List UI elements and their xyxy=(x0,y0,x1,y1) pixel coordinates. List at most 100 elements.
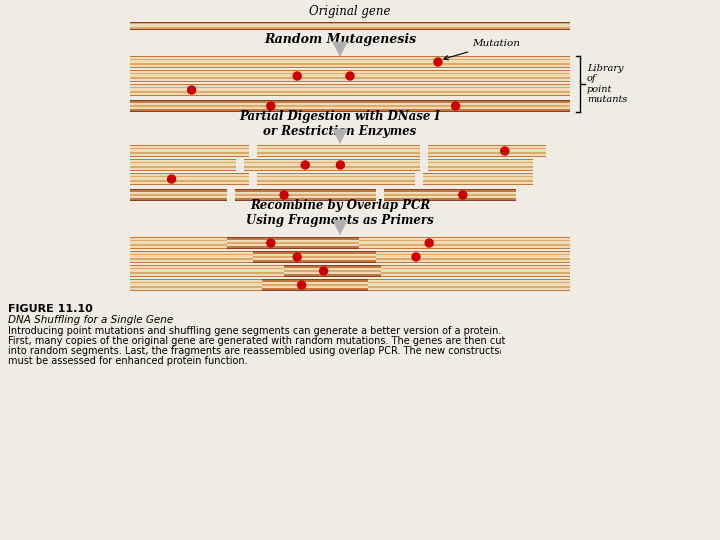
Bar xyxy=(130,178,249,180)
Bar xyxy=(284,266,381,268)
Bar xyxy=(381,268,570,269)
Bar xyxy=(384,197,516,198)
Bar xyxy=(130,60,570,63)
Text: DNA Shuffling for a Single Gene: DNA Shuffling for a Single Gene xyxy=(8,315,174,325)
Bar xyxy=(257,148,420,150)
Circle shape xyxy=(293,253,301,261)
Bar xyxy=(130,23,570,29)
Bar xyxy=(130,273,284,274)
Bar xyxy=(130,156,249,157)
Bar xyxy=(257,152,420,154)
Text: First, many copies of the original gene are generated with random mutations. The: First, many copies of the original gene … xyxy=(8,336,505,346)
Bar xyxy=(130,265,284,277)
Bar xyxy=(227,244,359,246)
Bar xyxy=(377,262,570,263)
Bar xyxy=(130,105,570,107)
Bar xyxy=(235,194,376,197)
Bar xyxy=(130,159,235,171)
Bar xyxy=(130,173,249,174)
Bar xyxy=(130,162,235,164)
Bar xyxy=(253,255,377,258)
Bar xyxy=(428,162,534,164)
Bar xyxy=(130,290,262,291)
Bar xyxy=(130,180,249,181)
Bar xyxy=(130,284,262,286)
Bar xyxy=(130,240,227,241)
Bar xyxy=(257,180,415,181)
Bar xyxy=(130,87,570,89)
Bar xyxy=(428,156,546,157)
Bar xyxy=(130,145,249,157)
Bar xyxy=(243,164,420,166)
Bar xyxy=(130,269,284,273)
Bar xyxy=(130,103,570,105)
Bar xyxy=(235,192,376,194)
Bar xyxy=(130,237,227,249)
Bar xyxy=(384,198,516,200)
Bar xyxy=(235,191,376,192)
Bar xyxy=(130,56,570,68)
Bar xyxy=(130,73,570,75)
Bar xyxy=(130,255,253,259)
Bar xyxy=(359,245,570,246)
Bar xyxy=(130,166,235,167)
Bar xyxy=(130,95,570,96)
Bar xyxy=(428,164,534,166)
Bar xyxy=(130,107,570,109)
Bar xyxy=(130,89,570,91)
Bar xyxy=(243,166,420,167)
Circle shape xyxy=(297,281,305,289)
Bar xyxy=(130,84,570,85)
Bar xyxy=(130,276,284,277)
Bar xyxy=(130,251,253,263)
Bar xyxy=(243,159,420,171)
Bar xyxy=(257,145,420,146)
Bar xyxy=(428,159,534,171)
Bar xyxy=(368,284,570,286)
Bar xyxy=(262,282,368,284)
Bar xyxy=(235,197,376,198)
Bar xyxy=(423,180,534,181)
Bar xyxy=(130,176,249,178)
Bar xyxy=(428,159,534,160)
Circle shape xyxy=(188,86,196,94)
Bar xyxy=(130,109,570,111)
Bar xyxy=(130,75,570,77)
Bar xyxy=(130,24,570,28)
Bar xyxy=(253,251,377,263)
Circle shape xyxy=(168,175,176,183)
Bar xyxy=(130,102,570,103)
Text: FIGURE 11.10: FIGURE 11.10 xyxy=(8,304,93,314)
Bar xyxy=(253,260,377,261)
Circle shape xyxy=(501,147,509,155)
Bar xyxy=(423,176,534,178)
Bar xyxy=(130,67,570,68)
Bar xyxy=(227,246,359,247)
Bar xyxy=(130,63,570,65)
Text: Mutation: Mutation xyxy=(444,39,520,60)
Bar xyxy=(257,184,415,185)
Text: Introducing point mutations and shuffling gene segments can generate a better ve: Introducing point mutations and shufflin… xyxy=(8,326,501,336)
Bar xyxy=(130,173,249,185)
Circle shape xyxy=(267,239,275,247)
Bar xyxy=(428,152,546,154)
Bar xyxy=(130,59,570,60)
Bar xyxy=(368,282,570,284)
Bar xyxy=(253,252,377,254)
Bar xyxy=(130,279,262,291)
Bar xyxy=(130,194,227,197)
Bar xyxy=(227,239,359,240)
Bar xyxy=(130,259,253,260)
Bar xyxy=(262,284,368,286)
Bar xyxy=(377,251,570,252)
Bar xyxy=(130,184,249,185)
Bar xyxy=(284,269,381,272)
Circle shape xyxy=(434,58,442,66)
Bar xyxy=(130,265,284,266)
Bar xyxy=(359,241,570,245)
Bar xyxy=(377,255,570,259)
Bar xyxy=(130,197,227,198)
Bar xyxy=(381,276,570,277)
Bar xyxy=(257,150,420,152)
Bar xyxy=(130,245,227,246)
